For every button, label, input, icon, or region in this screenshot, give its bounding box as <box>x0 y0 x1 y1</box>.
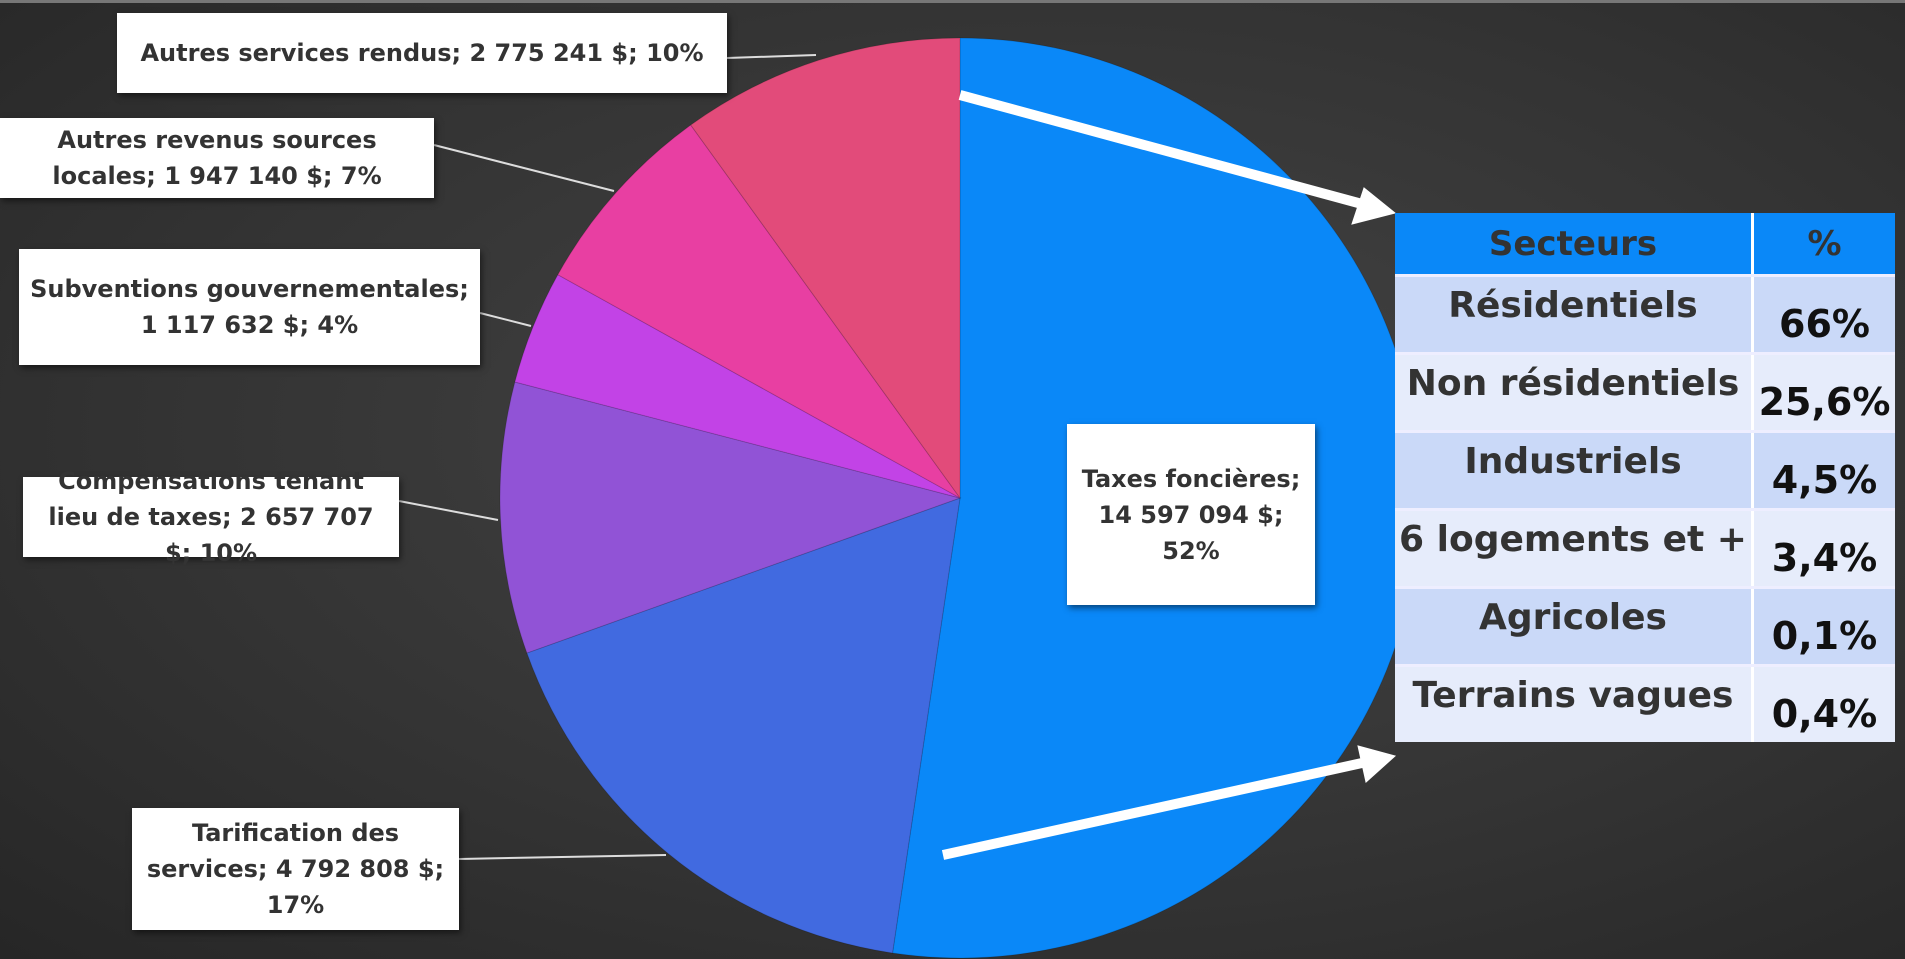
percent-cell: 4,5% <box>1771 458 1878 502</box>
sector-cell: Non résidentiels <box>1395 355 1754 430</box>
leader-line <box>398 500 499 521</box>
leader-line <box>479 312 532 327</box>
table-row: 6 logements et + 3,4% <box>1395 508 1895 586</box>
slice-label: Taxes foncières; 14 597 094 $; 52% <box>1067 424 1315 605</box>
sector-cell: Résidentiels <box>1395 277 1754 352</box>
percent-cell: 0,1% <box>1771 614 1878 658</box>
header-cell: % <box>1807 223 1842 264</box>
table-row: Agricoles 0,1% <box>1395 586 1895 664</box>
sector-cell: 6 logements et + <box>1395 511 1754 586</box>
leader-line <box>458 854 667 860</box>
sector-cell: Terrains vagues <box>1395 667 1754 742</box>
leader-line <box>726 54 817 59</box>
header-cell: Secteurs <box>1395 213 1754 274</box>
pie-slice <box>526 497 961 954</box>
table-header: Secteurs % <box>1395 213 1895 274</box>
arrow <box>941 758 1364 860</box>
percent-cell: 66% <box>1779 302 1870 346</box>
table-row: Résidentiels 66% <box>1395 274 1895 352</box>
table-row: Non résidentiels 25,6% <box>1395 352 1895 430</box>
table-row: Terrains vagues 0,4% <box>1395 664 1895 742</box>
arrowhead <box>1357 745 1397 783</box>
arrow <box>958 90 1364 209</box>
pie-slice <box>514 274 961 499</box>
slice-label: Tarification des services; 4 792 808 $; … <box>132 808 459 930</box>
pie-slice <box>499 381 962 654</box>
leader-lines <box>398 54 817 860</box>
arrowhead <box>1351 187 1397 225</box>
slice-label: Compensations tenant lieu de taxes; 2 65… <box>23 467 399 567</box>
percent-cell: 25,6% <box>1758 380 1891 424</box>
sector-cell: Industriels <box>1395 433 1754 508</box>
table-row: Industriels 4,5% <box>1395 430 1895 508</box>
slice-label: Autres services rendus; 2 775 241 $; 10% <box>117 13 727 93</box>
leader-line <box>433 144 615 192</box>
percent-cell: 3,4% <box>1771 536 1878 580</box>
slice-label: Autres revenus sources locales; 1 947 14… <box>0 118 434 198</box>
pie-slice <box>690 37 961 500</box>
slice-label: Subventions gouvernementales; 1 117 632 … <box>19 249 480 365</box>
percent-cell: 0,4% <box>1771 692 1878 736</box>
sector-cell: Agricoles <box>1395 589 1754 664</box>
pie-slice <box>557 124 961 499</box>
sector-table: Secteurs % Résidentiels 66% Non résidentie… <box>1395 213 1895 742</box>
top-border <box>0 0 1905 3</box>
arrows <box>941 90 1397 860</box>
